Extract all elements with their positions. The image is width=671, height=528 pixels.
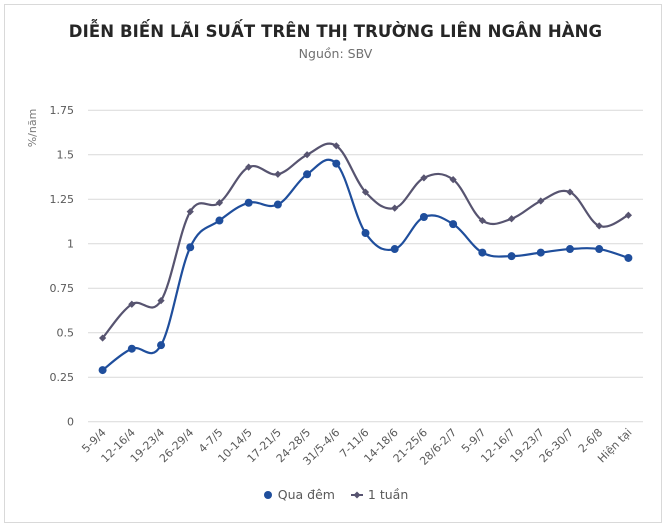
data-point-diamond[interactable]	[449, 176, 457, 184]
data-point-circle[interactable]	[127, 344, 136, 353]
data-point-diamond[interactable]	[420, 174, 428, 182]
data-point-circle[interactable]	[186, 243, 195, 252]
data-point-circle[interactable]	[565, 245, 574, 254]
legend-item-overnight[interactable]: Qua đêm	[263, 487, 335, 502]
data-point-circle[interactable]	[624, 253, 633, 262]
data-point-circle[interactable]	[244, 198, 253, 207]
data-point-diamond[interactable]	[595, 222, 603, 230]
data-point-diamond[interactable]	[274, 170, 282, 178]
data-point-diamond[interactable]	[361, 188, 370, 196]
data-point-circle[interactable]	[507, 252, 516, 261]
y-tick-label: 0.75	[50, 282, 75, 295]
chart-subtitle: Nguồn: SBV	[298, 46, 373, 61]
series-one-week	[99, 142, 632, 342]
y-tick-label: 0.5	[57, 327, 75, 340]
y-tick-label: 0.25	[50, 371, 75, 384]
data-point-diamond[interactable]	[99, 334, 107, 342]
gridlines	[88, 109, 643, 423]
chart-frame	[4, 4, 662, 523]
series-line	[101, 142, 630, 340]
data-point-diamond[interactable]	[157, 297, 165, 305]
data-point-diamond[interactable]	[332, 142, 340, 150]
data-point-diamond[interactable]	[391, 204, 399, 212]
data-point-diamond[interactable]	[507, 215, 516, 223]
data-point-diamond[interactable]	[537, 197, 545, 205]
y-tick-label: 1.5	[57, 149, 75, 162]
data-point-diamond[interactable]	[186, 208, 194, 216]
y-tick-label: 1	[67, 238, 74, 251]
data-point-circle[interactable]	[98, 366, 107, 375]
y-tick-label: 1.75	[50, 104, 75, 117]
y-tick-label: 1.25	[50, 193, 75, 206]
data-point-circle[interactable]	[449, 220, 458, 229]
data-point-diamond[interactable]	[303, 151, 311, 159]
data-point-diamond[interactable]	[566, 188, 574, 196]
diamond-marker-icon	[350, 491, 363, 498]
data-point-diamond[interactable]	[245, 163, 253, 171]
chart-title: DIỄN BIẾN LÃI SUẤT TRÊN THỊ TRƯỜNG LIÊN …	[68, 22, 603, 41]
data-point-circle[interactable]	[390, 245, 399, 254]
y-axis-ticks: 0 0.25 0.5 0.75 1 1.25 1.5 1.75	[50, 104, 75, 429]
data-point-circle[interactable]	[595, 245, 604, 254]
data-point-diamond[interactable]	[478, 216, 486, 225]
legend: Qua đêm 1 tuần	[0, 487, 671, 503]
series-group	[98, 142, 633, 375]
series-overnight	[98, 158, 633, 375]
data-point-circle[interactable]	[478, 248, 487, 257]
y-axis-title: %/năm	[26, 109, 39, 148]
y-tick-label: 0	[67, 416, 74, 429]
data-point-circle[interactable]	[303, 170, 312, 179]
data-point-circle[interactable]	[419, 213, 428, 221]
legend-item-one-week[interactable]: 1 tuần	[350, 487, 409, 502]
legend-label-one-week: 1 tuần	[367, 487, 409, 502]
data-point-diamond[interactable]	[128, 300, 136, 308]
data-point-circle[interactable]	[332, 159, 341, 168]
data-point-circle[interactable]	[361, 229, 370, 238]
data-point-circle[interactable]	[157, 341, 166, 350]
x-axis-ticks: 5-9/412-16/419-23/426-29/4 4-7/510-14/517…	[79, 426, 634, 468]
legend-label-overnight: Qua đêm	[277, 487, 335, 502]
circle-marker-icon	[263, 490, 272, 499]
data-point-circle[interactable]	[215, 216, 224, 225]
data-point-diamond[interactable]	[624, 211, 632, 219]
data-point-circle[interactable]	[273, 200, 282, 209]
data-point-circle[interactable]	[536, 248, 545, 257]
data-point-diamond[interactable]	[215, 199, 224, 207]
